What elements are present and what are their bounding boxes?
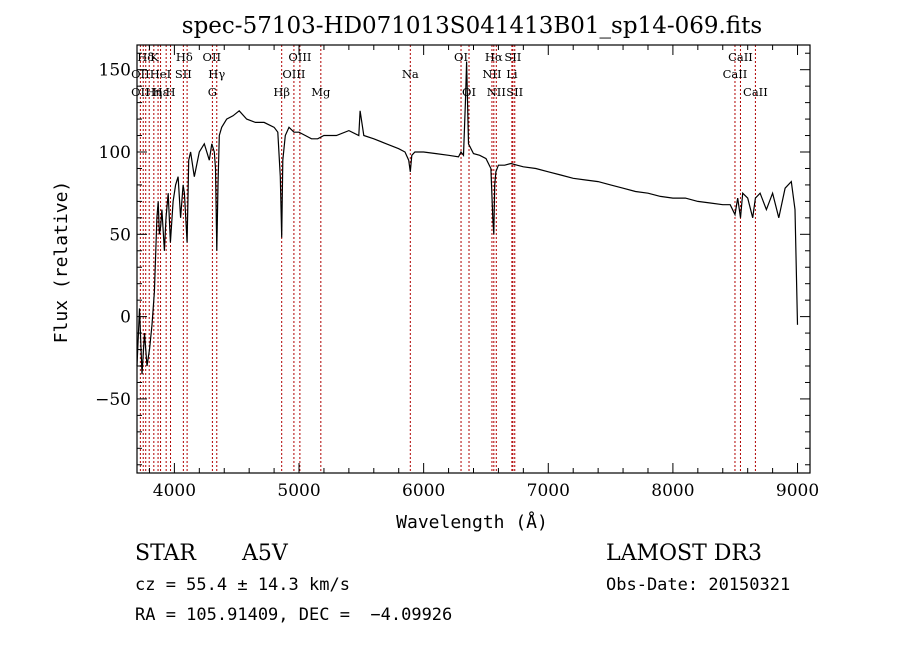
marker-label: Mg — [311, 85, 331, 99]
x-tick-label: 8000 — [651, 481, 694, 501]
marker-label: G — [208, 85, 217, 99]
coordinates: RA = 105.91409, DEC = −4.09926 — [135, 605, 452, 625]
marker-label: HeI — [150, 67, 171, 81]
marker-label: Na — [402, 67, 419, 81]
marker-label: NII — [482, 67, 501, 81]
x-axis-label: Wavelength (Å) — [396, 511, 548, 533]
marker-label: CaII — [723, 67, 748, 81]
x-tick-label: 6000 — [402, 481, 445, 501]
marker-label: OIII — [282, 67, 305, 81]
spectral-subclass: A5V — [241, 541, 289, 566]
plot-frame — [136, 44, 811, 474]
spectrum-series-line — [136, 61, 799, 375]
marker-label: SII — [506, 85, 523, 99]
marker-label: OII — [203, 50, 222, 64]
marker-label: OIII — [288, 50, 311, 64]
marker-label: CaII — [743, 85, 768, 99]
marker-label: OII — [131, 85, 150, 99]
marker-label: CaII — [728, 50, 753, 64]
marker-label: K — [150, 50, 159, 64]
marker-label: Li — [506, 67, 518, 81]
marker-label: OI — [462, 85, 476, 99]
y-tick-label: 0 — [120, 308, 131, 328]
marker-label: OI — [454, 50, 468, 64]
spectral-line-markers — [139, 45, 756, 473]
x-axis-ticks: 4000 5000 6000 7000 8000 9000 — [148, 45, 819, 501]
y-axis-label: Flux (relative) — [51, 181, 72, 344]
marker-label: Hγ — [208, 67, 225, 81]
chart-title: spec-57103-HD071013S041413B01_sp14-069.f… — [182, 13, 762, 39]
x-tick-label: 4000 — [153, 481, 196, 501]
marker-label: OII — [131, 67, 150, 81]
marker-label: SII — [175, 67, 192, 81]
marker-label: H — [166, 85, 176, 99]
y-tick-label: 50 — [109, 225, 131, 245]
marker-label: Hε — [153, 85, 169, 99]
marker-label: Hη — [145, 85, 162, 99]
x-tick-label: 5000 — [277, 481, 320, 501]
y-tick-label: 100 — [99, 143, 131, 163]
y-tick-label: −50 — [95, 390, 131, 410]
marker-label: Hβ — [273, 85, 290, 99]
marker-label: NII — [487, 85, 506, 99]
marker-label: SII — [504, 50, 521, 64]
x-tick-label: 9000 — [776, 481, 819, 501]
marker-label: Hδ — [176, 50, 193, 64]
x-tick-label: 7000 — [527, 481, 570, 501]
observation-date: Obs-Date: 20150321 — [606, 575, 790, 595]
object-class: STAR — [135, 541, 197, 566]
y-axis-ticks: −50 0 50 100 150 — [95, 52, 810, 466]
survey-name: LAMOST DR3 — [606, 541, 762, 566]
redshift-velocity: cz = 55.4 ± 14.3 km/s — [135, 575, 350, 595]
marker-label: Hα — [485, 50, 503, 64]
y-tick-label: 150 — [99, 61, 131, 81]
